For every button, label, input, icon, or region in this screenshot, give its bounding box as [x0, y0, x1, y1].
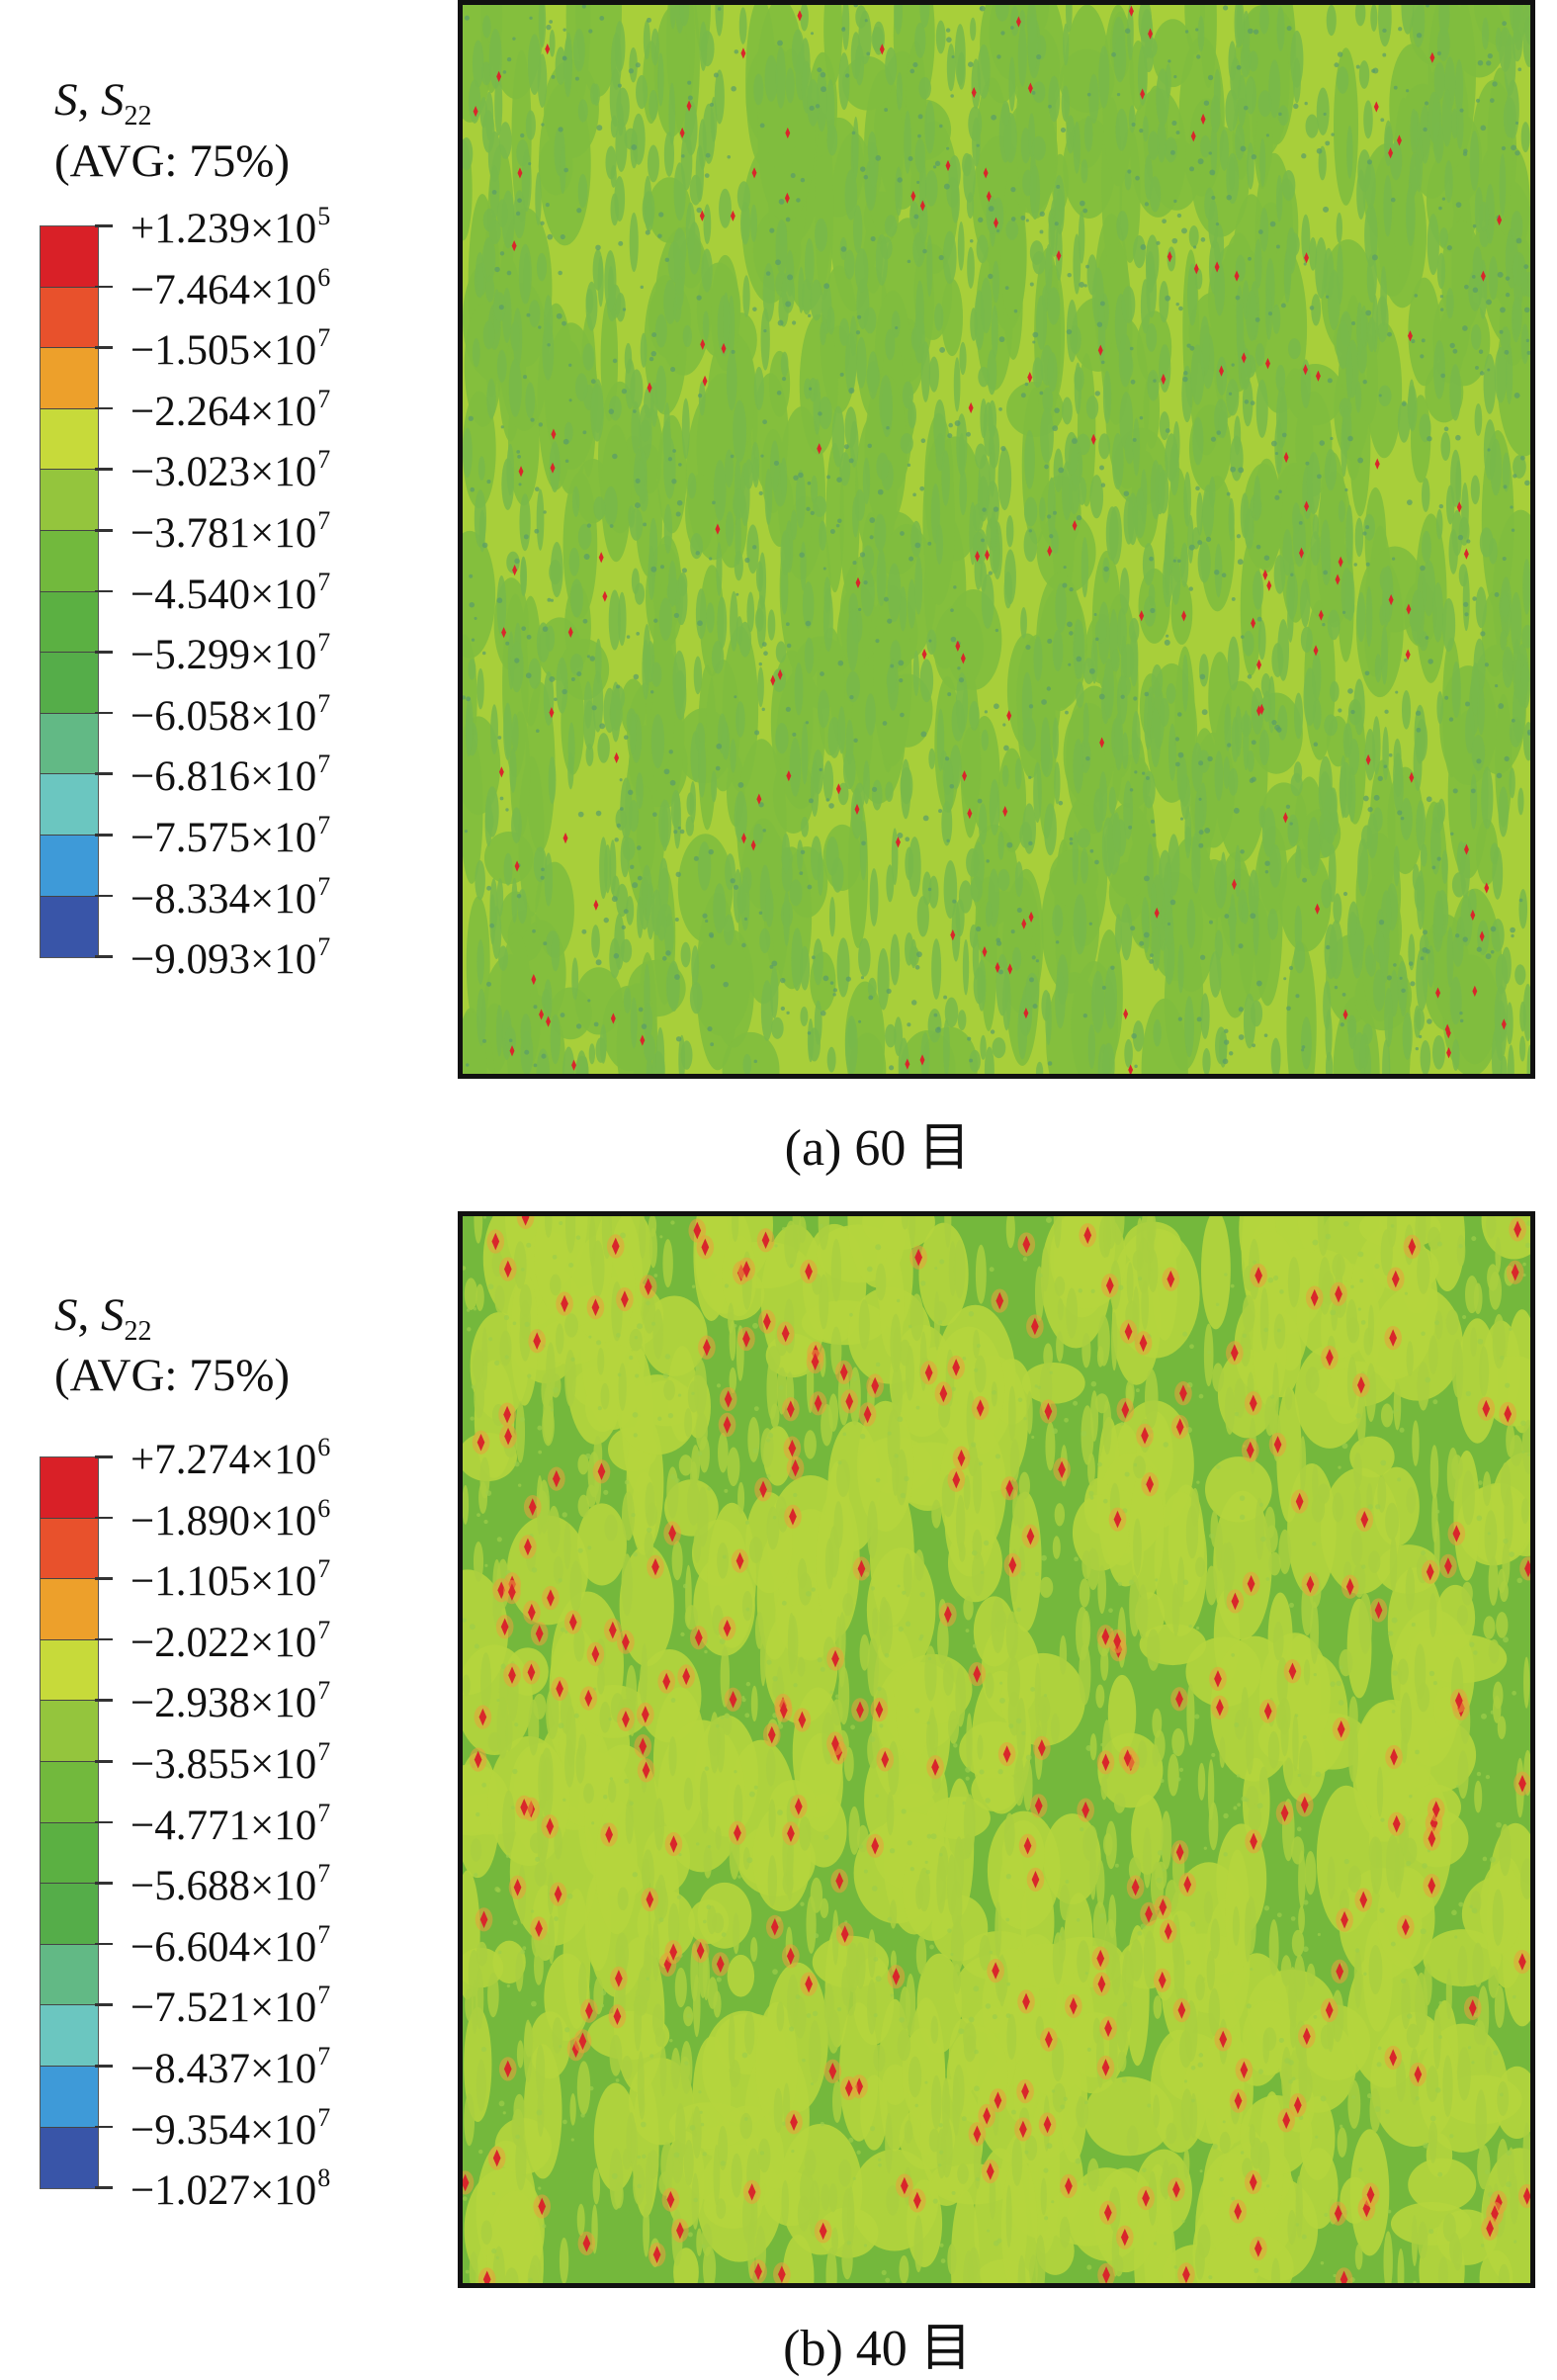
- colorbar-tick: [95, 224, 113, 227]
- colorbar-tick: [95, 712, 113, 715]
- colorbar-tick: [95, 1517, 113, 1520]
- colorbar-segment: [41, 288, 98, 349]
- colorbar-tick: [95, 834, 113, 837]
- colorbar-tick: [95, 346, 113, 349]
- colorbar-tick: [95, 2186, 113, 2189]
- colorbar-segment: [41, 897, 98, 958]
- colorbar-tick: [95, 1821, 113, 1824]
- colorbar-segment: [41, 1762, 98, 1823]
- colorbar-level-label: −2.938×107: [130, 1678, 330, 1724]
- colorbar-segment: [41, 1884, 98, 1945]
- caption-b: (b) 40 目: [0, 2306, 1557, 2380]
- colorbar-level-label: +7.274×106: [130, 1435, 330, 1481]
- legend-averaging: (AVG: 75%): [54, 1353, 290, 1399]
- colorbar-segment: [41, 470, 98, 531]
- colorbar-segment: [41, 1823, 98, 1885]
- colorbar-segment: [41, 1579, 98, 1640]
- colorbar-level-label: −6.816×107: [130, 751, 330, 798]
- colorbar-level-label: −3.781×107: [130, 508, 330, 555]
- colorbar-tick: [95, 286, 113, 289]
- legend-variable-title: S, S22: [54, 1292, 152, 1346]
- colorbar-level-label: −1.505×107: [130, 325, 330, 372]
- colorbar-tick: [95, 1882, 113, 1885]
- contour-plot-a: [458, 0, 1535, 1079]
- colorbar-tick: [95, 468, 113, 471]
- colorbar-tick: [95, 2003, 113, 2006]
- colorbar-level-label: −6.604×107: [130, 1922, 330, 1969]
- colorbar-level-label: −7.575×107: [130, 813, 330, 859]
- colorbar-level-label: −1.890×106: [130, 1496, 330, 1543]
- colorbar-tick: [95, 955, 113, 958]
- colorbar-segment: [41, 348, 98, 409]
- colorbar-tick: [95, 895, 113, 898]
- colorbar-segment: [41, 1640, 98, 1702]
- colorbar-level-label: +1.239×105: [130, 204, 330, 250]
- colorbar-level-label: −2.022×107: [130, 1618, 330, 1664]
- colorbar-segment: [41, 226, 98, 288]
- legend-averaging: (AVG: 75%): [54, 138, 290, 185]
- colorbar-level-label: −6.058×107: [130, 691, 330, 738]
- colorbar-tick: [95, 1699, 113, 1702]
- colorbar-level-label: −7.464×106: [130, 265, 330, 311]
- colorbar-level-label: −5.299×107: [130, 630, 330, 676]
- colorbar-tick: [95, 1577, 113, 1580]
- colorbar-level-label: −4.771×107: [130, 1801, 330, 1847]
- colorbar-segment: [41, 1945, 98, 2006]
- colorbar-a: [40, 225, 99, 958]
- colorbar-level-label: −9.093×107: [130, 934, 330, 981]
- colorbar-level-label: −4.540×107: [130, 570, 330, 616]
- colorbar-tick: [95, 2126, 113, 2129]
- colorbar-level-label: −7.521×107: [130, 1983, 330, 2029]
- colorbar-level-label: −9.354×107: [130, 2105, 330, 2152]
- legend-variable-title: S, S22: [54, 77, 152, 131]
- colorbar-segment: [41, 409, 98, 471]
- colorbar-segment: [41, 531, 98, 592]
- colorbar-segment: [41, 2128, 98, 2189]
- colorbar-segment: [41, 714, 98, 775]
- colorbar-level-label: −3.855×107: [130, 1739, 330, 1786]
- panel-b: S, S22 (AVG: 75%) +7.274×106 −1.890×106 −1…: [0, 1182, 1557, 2362]
- colorbar-segment: [41, 836, 98, 897]
- colorbar-level-label: −2.264×107: [130, 387, 330, 433]
- colorbar-segment: [41, 1701, 98, 1762]
- contour-plot-b: [458, 1211, 1535, 2288]
- colorbar-level-label: −8.437×107: [130, 2044, 330, 2090]
- colorbar-segment: [41, 592, 98, 654]
- colorbar-level-label: −5.688×107: [130, 1861, 330, 1907]
- colorbar-segment: [41, 653, 98, 714]
- colorbar-tick: [95, 772, 113, 775]
- colorbar-level-label: −1.027×108: [130, 2165, 330, 2212]
- colorbar-tick: [95, 1760, 113, 1763]
- colorbar-segment: [41, 1457, 98, 1519]
- colorbar-level-label: −8.334×107: [130, 874, 330, 921]
- colorbar-level-label: −1.105×107: [130, 1556, 330, 1603]
- colorbar-tick: [95, 590, 113, 593]
- colorbar-b: [40, 1456, 99, 2189]
- colorbar-tick: [95, 2065, 113, 2068]
- caption-a: (a) 60 目: [0, 1105, 1557, 1180]
- colorbar-tick: [95, 651, 113, 654]
- colorbar-segment: [41, 1519, 98, 1580]
- colorbar-segment: [41, 2067, 98, 2128]
- colorbar-segment: [41, 2005, 98, 2067]
- colorbar-tick: [95, 407, 113, 410]
- colorbar-tick: [95, 529, 113, 532]
- colorbar-tick: [95, 1943, 113, 1946]
- colorbar-level-label: −3.023×107: [130, 447, 330, 493]
- panel-a: S, S22 (AVG: 75%) +1.239×105 −7.464×106 −1…: [0, 0, 1557, 1182]
- colorbar-tick: [95, 1455, 113, 1458]
- colorbar-tick: [95, 1638, 113, 1641]
- colorbar-segment: [41, 774, 98, 836]
